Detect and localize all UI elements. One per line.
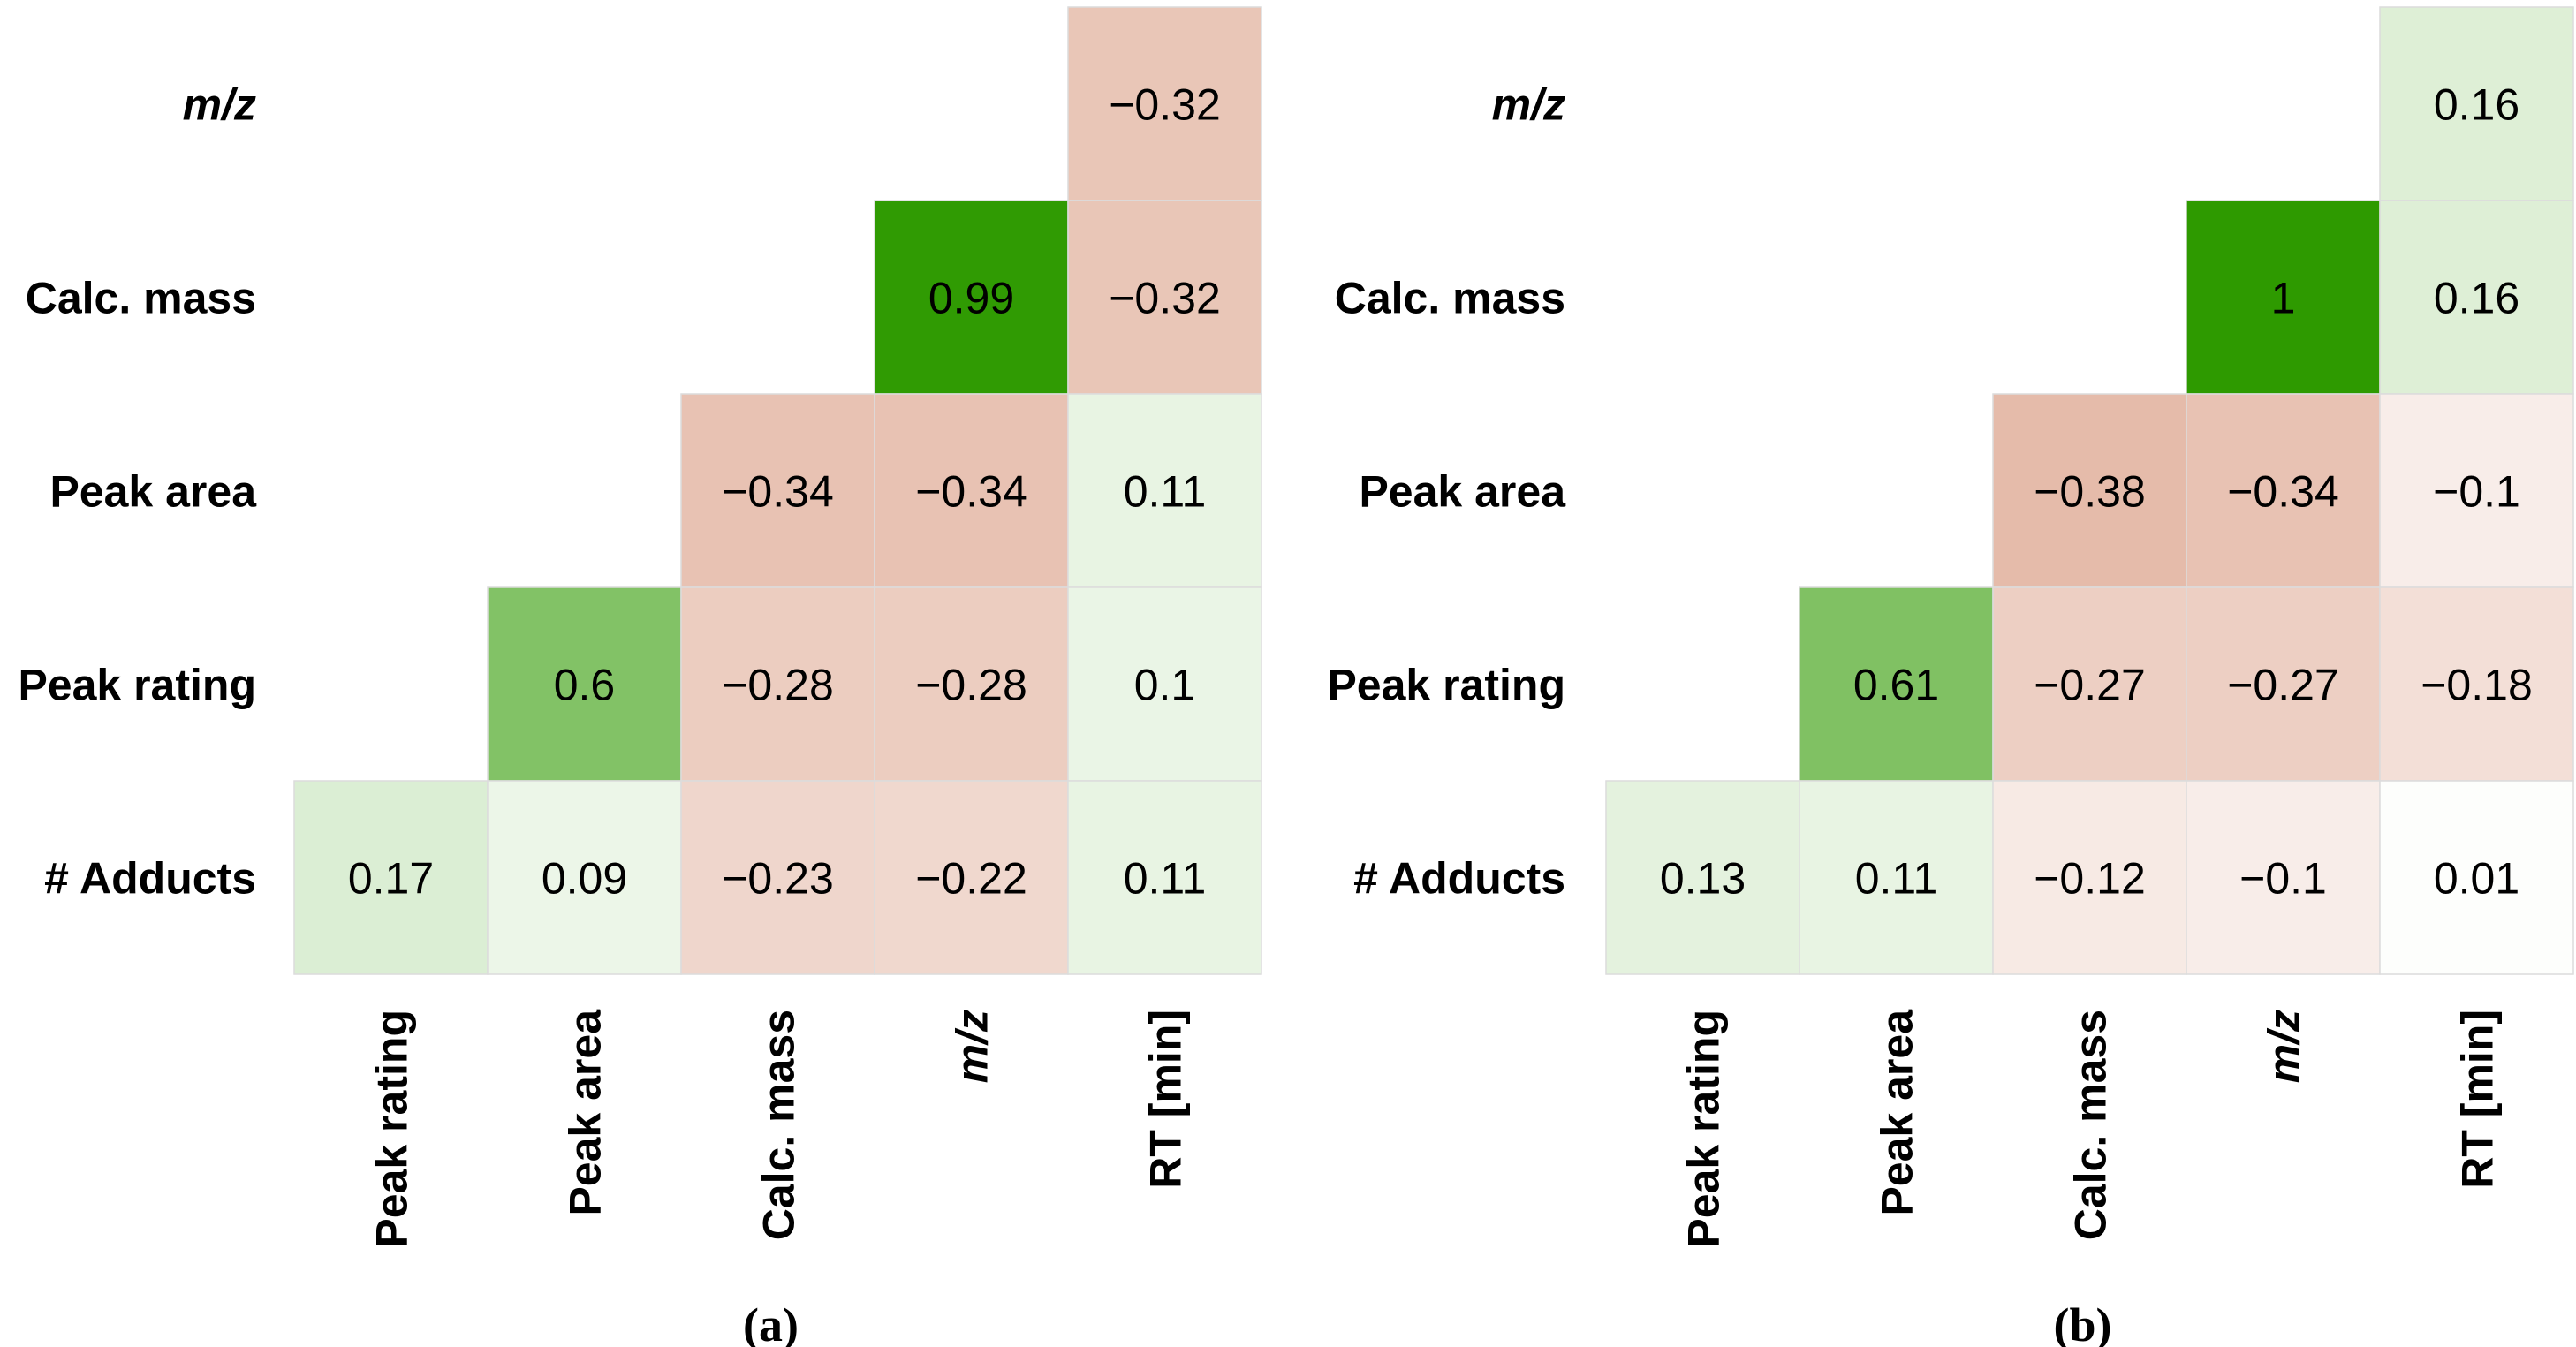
row-label: m/z (1492, 80, 1565, 130)
cell-value-label: 1 (2271, 274, 2296, 323)
heatmap-cell (680, 586, 875, 782)
cell-value-label: −0.12 (2034, 854, 2146, 904)
heatmap-cell (1067, 200, 1262, 395)
heatmap-panel-a: −0.32 0.99 −0.32 −0.34 −0.34 0.11 0.6 −0.28 −0.2… (18, 6, 1262, 1347)
row-label: # Adducts (44, 854, 256, 904)
heatmap-cell (2379, 6, 2574, 201)
heatmap-cell (1992, 586, 2187, 782)
cell-value-label: −0.1 (2433, 467, 2520, 517)
cell-value-label: 0.01 (2434, 854, 2519, 904)
cell-value-label: 0.16 (2434, 80, 2519, 130)
heatmap-cell (2379, 393, 2574, 588)
cell-value-label: 0.61 (1853, 661, 1939, 710)
column-label: RT [min] (1141, 1010, 1191, 1189)
cell-value-label: −0.32 (1109, 80, 1221, 130)
cell-value-label: −0.27 (2227, 661, 2339, 710)
column-label: RT [min] (2453, 1010, 2503, 1189)
heatmap-cell (2379, 780, 2574, 975)
cell-value-label: −0.34 (722, 467, 834, 517)
heatmap-cell (1799, 780, 1994, 975)
column-label: Calc. mass (2066, 1010, 2116, 1240)
cell-value-label: 0.16 (2434, 274, 2519, 323)
heatmap-cell (1067, 6, 1262, 201)
panel-caption: (a) (743, 1298, 799, 1347)
heatmap-cell (487, 586, 682, 782)
column-label: m/z (948, 1010, 997, 1083)
column-label: m/z (2260, 1010, 2309, 1083)
row-label: m/z (183, 80, 256, 130)
heatmap-cell (2186, 780, 2381, 975)
heatmap-panel-b: 0.16 1 0.16 −0.38 −0.34 −0.1 0.61 −0.27 −0.27 −0.… (1327, 6, 2574, 1347)
column-label: Peak area (1873, 1009, 1922, 1216)
cell-value-label: −0.28 (915, 661, 1027, 710)
cell-value-label: −0.22 (915, 854, 1027, 904)
cell-value-label: −0.34 (915, 467, 1027, 517)
heatmap-cell (1799, 586, 1994, 782)
cell-value-label: −0.18 (2421, 661, 2533, 710)
cell-value-label: 0.17 (348, 854, 434, 904)
cell-value-label: −0.34 (2227, 467, 2339, 517)
heatmap-cell (874, 200, 1069, 395)
row-label: Calc. mass (26, 274, 256, 323)
cell-value-label: 0.11 (1124, 854, 1207, 904)
heatmap-cell (1992, 780, 2187, 975)
cell-value-label: −0.38 (2034, 467, 2146, 517)
row-label: Peak rating (18, 661, 256, 710)
cell-value-label: 0.6 (554, 661, 616, 710)
cell-value-label: 0.09 (542, 854, 627, 904)
cell-value-label: 0.13 (1660, 854, 1746, 904)
heatmap-cell (874, 780, 1069, 975)
cell-value-label: −0.1 (2239, 854, 2327, 904)
heatmap-cell (2186, 393, 2381, 588)
row-label: Peak rating (1327, 661, 1565, 710)
cell-value-label: −0.23 (722, 854, 834, 904)
heatmap-cell (2186, 200, 2381, 395)
column-label: Calc. mass (754, 1010, 804, 1240)
cell-value-label: 0.11 (1124, 467, 1207, 517)
cell-value-label: 0.11 (1855, 854, 1938, 904)
heatmap-cell (1067, 780, 1262, 975)
heatmap-cell (680, 780, 875, 975)
row-label: Peak area (49, 467, 257, 517)
row-label: # Adducts (1353, 854, 1565, 904)
heatmap-cell (1067, 586, 1262, 782)
column-label: Peak rating (1679, 1010, 1729, 1248)
heatmap-cell (680, 393, 875, 588)
column-label: Peak area (561, 1009, 610, 1216)
heatmap-cell (2379, 586, 2574, 782)
cell-value-label: 0.99 (928, 274, 1014, 323)
cell-value-label: −0.32 (1109, 274, 1221, 323)
row-label: Peak area (1359, 467, 1566, 517)
heatmap-cell (1992, 393, 2187, 588)
cell-value-label: −0.27 (2034, 661, 2146, 710)
cell-value-label: 0.1 (1134, 661, 1196, 710)
panel-caption: (b) (2054, 1298, 2112, 1347)
heatmap-cell (487, 780, 682, 975)
heatmap-cell (2379, 200, 2574, 395)
row-label: Calc. mass (1335, 274, 1565, 323)
heatmap-cell (1067, 393, 1262, 588)
column-label: Peak rating (367, 1010, 417, 1248)
cell-value-label: −0.28 (722, 661, 834, 710)
heatmap-cell (874, 393, 1069, 588)
